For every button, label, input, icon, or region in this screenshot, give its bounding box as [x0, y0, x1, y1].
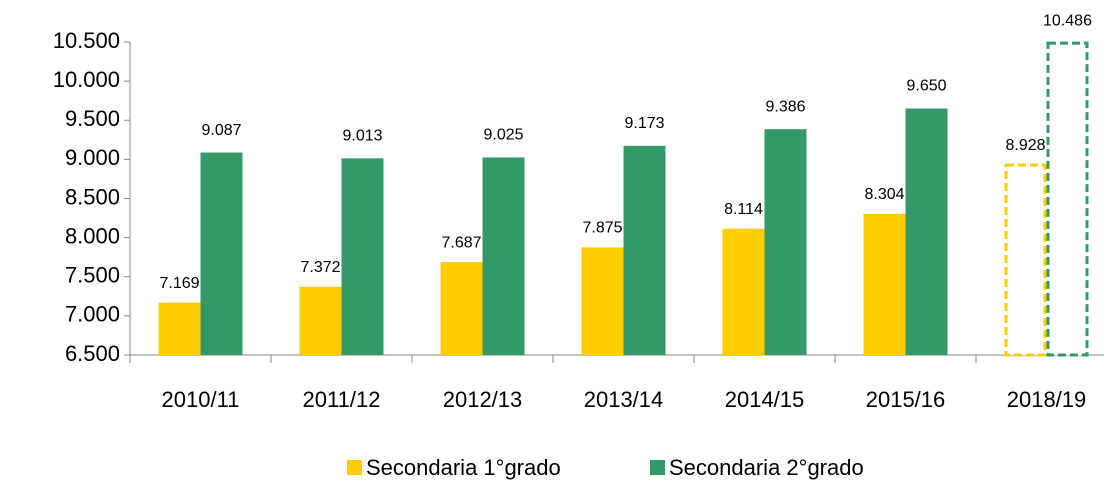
y-tick-label: 9.000: [65, 145, 120, 170]
value-label: 9.173: [624, 115, 664, 132]
y-tick-label: 9.500: [65, 106, 120, 131]
legend-swatch: [650, 460, 665, 475]
bar: [623, 145, 666, 355]
x-tick-label: 2011/12: [303, 387, 381, 412]
value-label: 9.087: [201, 122, 241, 139]
bar: [863, 213, 906, 355]
x-tick-label: 2010/11: [162, 387, 240, 412]
legend-swatch: [347, 460, 362, 475]
bar: [722, 228, 765, 355]
y-tick-label: 7.000: [65, 302, 120, 327]
bar: [1046, 41, 1089, 357]
y-tick-label: 7.500: [65, 263, 120, 288]
value-label: 9.025: [483, 127, 523, 144]
y-tick-label: 8.000: [65, 223, 120, 248]
x-tick-label: 2013/14: [584, 387, 664, 412]
y-tick-label: 10.000: [53, 67, 120, 92]
y-tick-label: 6.500: [65, 341, 120, 366]
bar: [1004, 163, 1047, 357]
x-tick-label: 2012/13: [443, 387, 523, 412]
value-label: 8.114: [724, 201, 763, 218]
y-tick-label: 8.500: [65, 184, 120, 209]
value-label: 7.169: [159, 275, 199, 292]
value-label: 9.650: [906, 78, 946, 95]
x-tick-label: 2018/19: [1007, 387, 1087, 412]
value-label: 7.875: [582, 220, 622, 237]
bar: [341, 158, 384, 355]
value-label: 7.372: [300, 259, 340, 276]
value-label: 8.928: [1005, 137, 1045, 154]
bar: [905, 108, 948, 355]
value-label: 7.687: [441, 234, 481, 251]
legend-label: Secondaria 1°grado: [366, 455, 561, 480]
bar: [482, 157, 525, 355]
y-tick-label: 10.500: [53, 28, 120, 53]
value-label: 9.013: [342, 128, 382, 145]
bar: [158, 302, 201, 355]
x-tick-label: 2014/15: [725, 387, 805, 412]
bar: [581, 247, 624, 355]
bar: [440, 262, 483, 355]
value-label: 9.386: [765, 98, 805, 115]
value-label: 10.486: [1043, 12, 1092, 29]
x-tick-label: 2015/16: [866, 387, 946, 412]
bar: [200, 152, 243, 355]
bar: [764, 129, 807, 355]
legend-label: Secondaria 2°grado: [669, 455, 864, 480]
bar: [299, 286, 342, 355]
value-label: 8.304: [864, 186, 904, 203]
